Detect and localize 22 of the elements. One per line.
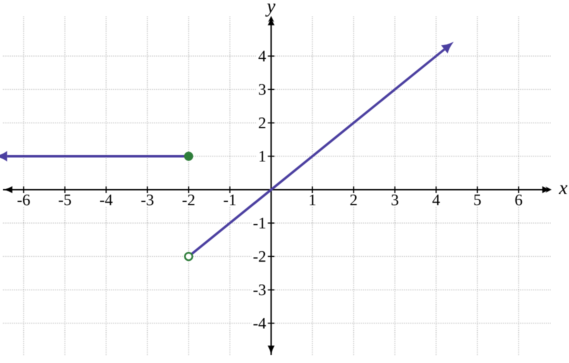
- x-tick-label: -4: [100, 194, 113, 206]
- y-tick-label: -1: [253, 218, 266, 228]
- y-tick-label: 3: [258, 84, 266, 95]
- x-tick-label: -2: [182, 194, 194, 206]
- x-tick-label: -6: [18, 194, 30, 206]
- y-tick-label: 1: [260, 150, 266, 162]
- y-tick-label: -2: [253, 251, 266, 262]
- y-tick-label: -4: [253, 318, 266, 329]
- x-tick-label: 5: [474, 194, 481, 206]
- x-axis-title: x: [558, 185, 568, 194]
- x-tick-label: 2: [350, 194, 357, 206]
- y-tick-label: -3: [253, 284, 266, 296]
- y-axis-title: y: [265, 4, 276, 17]
- x-tick-label: 1: [310, 194, 316, 206]
- x-tick-label: -1: [224, 194, 236, 206]
- x-tick-label: 4: [432, 194, 440, 206]
- x-tick-label: 3: [392, 194, 398, 206]
- x-tick-label: -5: [58, 194, 71, 206]
- y-tick-label: 4: [258, 50, 266, 62]
- x-tick-label: 6: [515, 194, 522, 206]
- x-tick-label: -3: [141, 194, 154, 206]
- y-tick-label: 2: [258, 118, 266, 128]
